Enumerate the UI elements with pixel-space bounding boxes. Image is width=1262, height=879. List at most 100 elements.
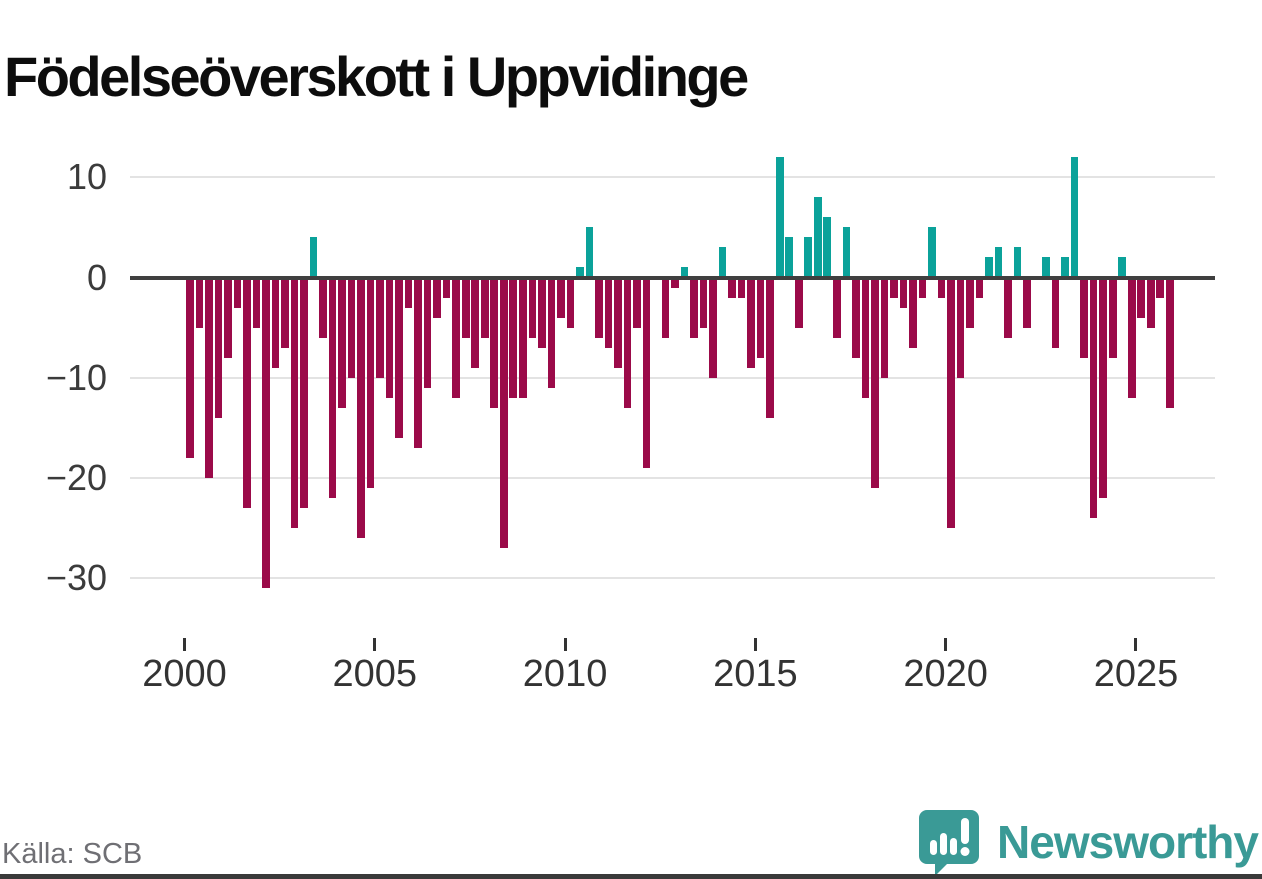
bar-2020-q4 <box>975 277 984 298</box>
brand-lockup: Newsworthy <box>919 808 1259 876</box>
bar-2018-q4 <box>899 277 908 308</box>
bar-2015-q4 <box>785 237 794 278</box>
bar-2014-q1 <box>718 247 727 278</box>
bar-2009-q3 <box>547 277 556 388</box>
bar-2003-q2 <box>309 237 318 278</box>
bar-2025-q3 <box>1156 277 1165 298</box>
bar-2015-q3 <box>775 157 784 278</box>
bar-2011-q3 <box>623 277 632 408</box>
bar-2021-q1 <box>985 257 993 278</box>
bar-2021-q4 <box>1013 247 1022 278</box>
bar-2020-q1 <box>947 277 955 529</box>
bar-2023-q2 <box>1070 157 1079 278</box>
bar-2021-q3 <box>1004 277 1012 338</box>
x-tick-2005 <box>373 638 377 651</box>
bar-2009-q2 <box>538 277 546 348</box>
bar-2017-q1 <box>832 277 841 338</box>
bar-2006-q4 <box>442 277 451 298</box>
bar-2016-q4 <box>823 217 832 278</box>
bar-2007-q3 <box>471 277 480 368</box>
bar-2005-q3 <box>395 277 403 438</box>
gridline-y-20 <box>130 477 1215 480</box>
bar-2009-q1 <box>528 277 537 338</box>
bar-2000-q1 <box>186 277 194 459</box>
bar-2010-q3 <box>585 227 594 278</box>
bar-2023-q1 <box>1061 257 1069 278</box>
bar-2000-q4 <box>214 277 223 418</box>
bar-2007-q4 <box>480 277 489 338</box>
bar-2008-q2 <box>499 277 508 549</box>
y-tick-label--20: −20 <box>45 457 107 499</box>
bar-2023-q3 <box>1080 277 1088 358</box>
bar-2004-q2 <box>347 277 356 378</box>
x-tick-label-2005: 2005 <box>332 653 418 695</box>
y-tick-label-10: 10 <box>66 156 107 198</box>
bar-2013-q1 <box>680 267 689 278</box>
bar-2007-q2 <box>461 277 470 338</box>
bottom-strip <box>0 874 1262 879</box>
bar-2014-q2 <box>728 277 736 298</box>
bar-2018-q1 <box>871 277 879 489</box>
bar-2006-q3 <box>433 277 441 318</box>
bar-2013-q3 <box>699 277 708 328</box>
bar-2019-q4 <box>937 277 946 298</box>
gridline-y-30 <box>130 577 1215 580</box>
bar-2017-q2 <box>842 227 851 278</box>
page-title: Födelseöverskott i Uppvidinge <box>4 44 749 108</box>
bar-2012-q4 <box>671 277 679 288</box>
x-tick-2020 <box>944 638 948 651</box>
x-tick-2015 <box>753 638 757 651</box>
bar-2011-q4 <box>633 277 641 328</box>
y-tick-label--10: −10 <box>45 356 107 398</box>
bar-2016-q2 <box>804 237 813 278</box>
gridline-y10 <box>130 176 1215 179</box>
x-tick-label-2015: 2015 <box>713 653 798 695</box>
bar-2001-q3 <box>243 277 251 509</box>
newsworthy-logo-icon <box>919 808 983 876</box>
bar-2022-q1 <box>1023 277 1031 328</box>
bar-2020-q2 <box>956 277 965 378</box>
bar-2006-q2 <box>423 277 432 388</box>
bar-2002-q3 <box>281 277 289 348</box>
bar-2002-q4 <box>290 277 299 529</box>
bar-2024-q1 <box>1099 277 1107 499</box>
bar-2024-q2 <box>1108 277 1117 358</box>
bar-2019-q1 <box>909 277 917 348</box>
bar-2001-q4 <box>252 277 261 328</box>
bar-2017-q4 <box>861 277 870 398</box>
bar-2018-q3 <box>890 277 898 298</box>
bar-2018-q2 <box>880 277 889 378</box>
bar-2009-q4 <box>557 277 565 318</box>
bar-2024-q3 <box>1118 257 1127 278</box>
brand-name: Newsworthy <box>997 816 1259 868</box>
bar-2013-q2 <box>690 277 698 338</box>
x-tick-label-2020: 2020 <box>903 653 988 695</box>
bar-2016-q1 <box>794 277 803 328</box>
bar-2008-q3 <box>509 277 518 398</box>
bar-2003-q4 <box>328 277 337 499</box>
x-tick-label-2025: 2025 <box>1093 653 1179 695</box>
bar-2000-q2 <box>195 277 204 328</box>
zero-axis-line <box>130 275 1215 280</box>
bar-2015-q2 <box>766 277 774 418</box>
bar-2007-q1 <box>452 277 460 398</box>
bar-2014-q4 <box>747 277 755 368</box>
bar-2025-q1 <box>1137 277 1146 318</box>
bar-2001-q1 <box>224 277 232 358</box>
bar-2011-q1 <box>604 277 613 348</box>
bar-2019-q3 <box>928 227 936 278</box>
x-tick-2010 <box>563 638 567 651</box>
bar-2025-q2 <box>1146 277 1155 328</box>
x-tick-label-2000: 2000 <box>142 653 227 695</box>
bar-2010-q4 <box>595 277 603 338</box>
bar-2005-q2 <box>385 277 394 398</box>
source-label: Källa: SCB <box>2 838 143 870</box>
bar-2000-q3 <box>205 277 213 479</box>
bar-2002-q2 <box>271 277 280 368</box>
bar-2010-q2 <box>576 267 584 278</box>
bar-2014-q3 <box>737 277 746 298</box>
bar-2022-q3 <box>1042 257 1050 278</box>
bar-2005-q1 <box>376 277 384 378</box>
x-tick-2000 <box>183 638 186 651</box>
bar-2012-q1 <box>642 277 651 469</box>
